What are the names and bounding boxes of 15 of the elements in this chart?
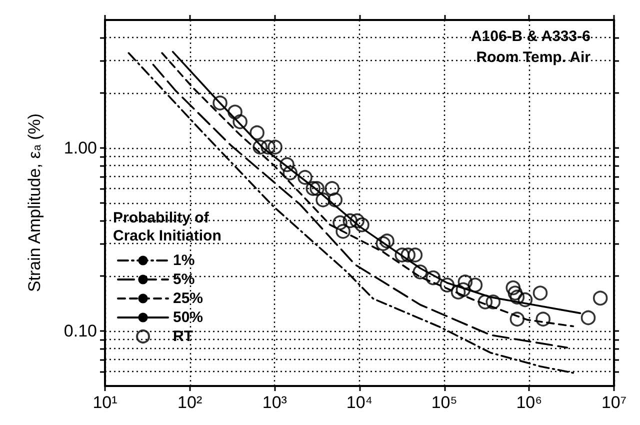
x-tick-label: 10⁵ — [431, 393, 458, 412]
x-tick-label: 10⁴ — [346, 393, 373, 412]
x-tick-label: 10⁷ — [601, 393, 627, 412]
x-tick-label: 10¹ — [92, 393, 118, 412]
x-tick-label: 10⁶ — [516, 393, 542, 412]
x-tick-label: 10² — [178, 393, 202, 412]
x-tick-label: 10³ — [262, 393, 288, 412]
legend-label: 5% — [173, 271, 195, 288]
legend-label: 25% — [173, 290, 204, 307]
legend-label: 50% — [173, 309, 204, 326]
legend-title: Probability of Crack Initiation — [113, 210, 222, 244]
y-axis-title: Strain Amplitude, εa (%) — [25, 113, 44, 292]
y-tick-label: 1.00 — [64, 138, 97, 158]
y-tick-label: 0.10 — [64, 321, 97, 340]
legend-label: 1% — [173, 252, 195, 269]
